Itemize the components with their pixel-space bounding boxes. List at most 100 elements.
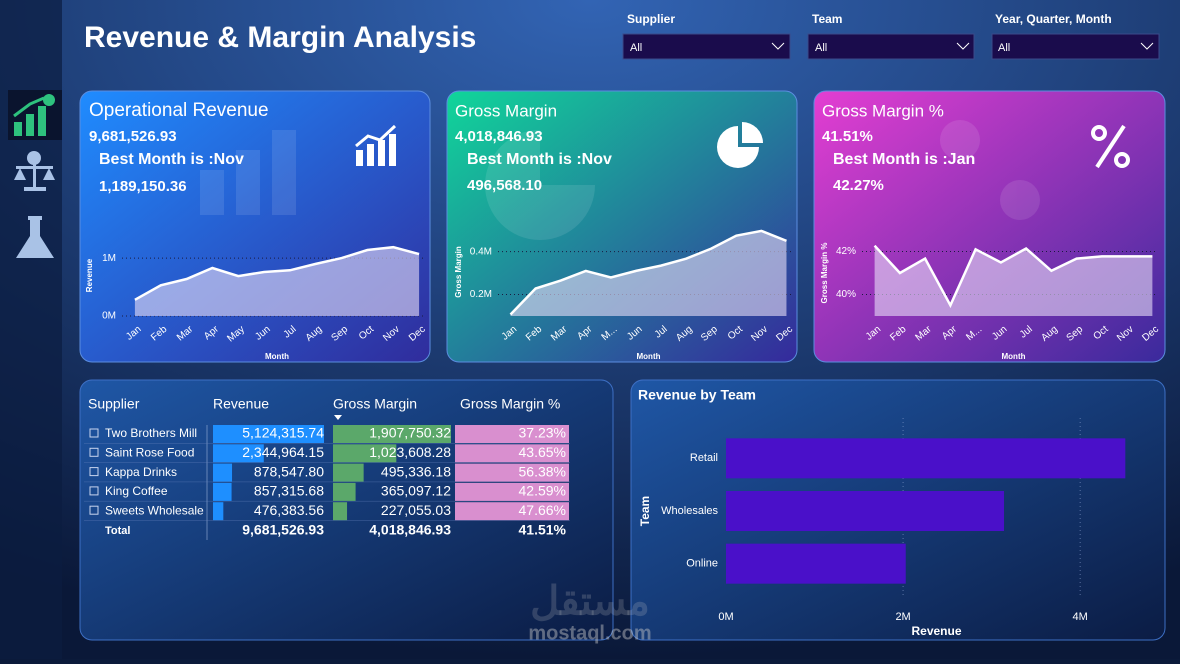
- column-header: Supplier: [88, 396, 140, 412]
- cell: 495,336.18: [381, 463, 451, 479]
- cell: 878,547.80: [254, 463, 324, 479]
- cell: 42.59%: [519, 483, 566, 499]
- data-bar: [333, 444, 397, 463]
- y-tick-label: 42%: [836, 246, 856, 257]
- cell: 2,344,964.15: [242, 444, 324, 460]
- filter-value: All: [815, 42, 827, 54]
- icon-percent: [1091, 124, 1130, 169]
- filter[interactable]: Year, Quarter, Month All: [991, 12, 1160, 60]
- y-tick-label: 0M: [102, 311, 116, 322]
- y-tick-label: Retail: [690, 452, 718, 464]
- sort-indicator: [334, 415, 342, 420]
- data-bar: [213, 463, 233, 482]
- kpi-best-value: 42.27%: [833, 177, 884, 194]
- x-tick-label: 4M: [1073, 611, 1088, 623]
- filter[interactable]: Team All: [807, 12, 975, 60]
- nav-margin[interactable]: [14, 151, 55, 191]
- line: [873, 244, 1153, 309]
- chart-title: Revenue by Team: [638, 387, 756, 403]
- filter-label: Year, Quarter, Month: [995, 12, 1112, 26]
- supplier-name: King Coffee: [105, 484, 168, 498]
- cell-background: [455, 444, 569, 463]
- cell: 476,383.56: [254, 502, 324, 518]
- kpi-title: Gross Margin %: [822, 101, 944, 120]
- filter-box[interactable]: [622, 33, 791, 60]
- nav-revenue[interactable]: [8, 90, 62, 140]
- y-axis-title: Gross Margin: [454, 246, 463, 298]
- data-bar: [333, 482, 356, 501]
- line: [509, 229, 787, 316]
- filter-box[interactable]: [991, 33, 1160, 60]
- filter-label: Team: [812, 12, 842, 26]
- area: [510, 230, 787, 316]
- bar: [726, 543, 906, 584]
- kpi-best-month: Best Month is :Nov: [99, 151, 244, 168]
- total-cell: 4,018,846.93: [369, 522, 451, 538]
- supplier-name: Saint Rose Food: [105, 445, 194, 459]
- line: [134, 245, 420, 301]
- x-tick-label: 0M: [718, 611, 733, 623]
- data-bar: [213, 425, 324, 443]
- card-watermark-icons: [200, 120, 1040, 240]
- cell: 47.66%: [519, 502, 566, 518]
- cell: 37.23%: [519, 425, 566, 441]
- x-tick-label: 2M: [895, 611, 910, 623]
- expand-icon: [89, 486, 99, 496]
- kpi-value: 4,018,846.93: [455, 128, 543, 145]
- cell: 1,907,750.32: [369, 425, 451, 441]
- cell-background: [455, 482, 569, 501]
- table: Supplier Revenue Gross Margin Gross Margin …: [84, 396, 570, 540]
- expand-icon: [89, 467, 99, 477]
- filter-box[interactable]: [807, 33, 975, 60]
- kpi-title: Operational Revenue: [89, 100, 269, 121]
- row-separator: [84, 481, 570, 483]
- data-bar: [213, 502, 224, 521]
- cell-background: [455, 425, 569, 443]
- row-separator: [84, 520, 570, 521]
- cell-background: [455, 502, 569, 521]
- column-header: Gross Margin %: [460, 396, 560, 412]
- expand-icon: [89, 447, 99, 457]
- y-axis-title: Revenue: [85, 258, 94, 292]
- filter[interactable]: Supplier All: [622, 12, 791, 60]
- cell: 43.65%: [519, 444, 566, 460]
- data-bar: [213, 444, 264, 463]
- filter-value: All: [630, 42, 642, 54]
- area: [874, 245, 1153, 316]
- x-axis-title: Revenue: [911, 624, 961, 638]
- kpi-best-value: 1,189,150.36: [99, 178, 187, 195]
- data-bar: [333, 425, 451, 443]
- cell: 1,023,608.28: [369, 444, 451, 460]
- y-tick-label: 1M: [102, 253, 116, 264]
- total-cell: 41.51%: [519, 522, 567, 538]
- column-header: Gross Margin: [333, 396, 417, 412]
- supplier-name: Kappa Drinks: [105, 465, 177, 479]
- bar: [726, 491, 1005, 531]
- kpi-title: Gross Margin: [455, 101, 557, 120]
- watermark: مستقل: [530, 580, 650, 624]
- area: [134, 247, 420, 316]
- cell: 365,097.12: [381, 483, 451, 499]
- filter-label: Supplier: [627, 12, 675, 26]
- kpi-value: 9,681,526.93: [89, 128, 177, 145]
- cell: 5,124,315.74: [242, 425, 324, 441]
- chevron: [956, 42, 970, 50]
- row-separator: [84, 443, 570, 444]
- cell-background: [455, 463, 569, 482]
- nav-analysis[interactable]: [16, 216, 54, 258]
- x-axis-title: Month: [265, 352, 289, 361]
- bar: [726, 438, 1126, 479]
- watermark: mostaql.com: [528, 622, 651, 644]
- kpi-value: 41.51%: [822, 128, 873, 145]
- kpi-best-month: Best Month is :Jan: [833, 151, 975, 168]
- expand-icon: [89, 428, 99, 438]
- y-tick-label: 0.2M: [470, 289, 492, 300]
- y-axis-title: Gross Margin %: [820, 243, 829, 304]
- expand-icon: [89, 505, 99, 515]
- row-separator: [84, 500, 570, 502]
- icon-bars: [355, 124, 397, 166]
- y-tick-label: 40%: [836, 289, 856, 300]
- data-bar: [333, 463, 364, 482]
- y-tick-label: 0.4M: [470, 246, 492, 257]
